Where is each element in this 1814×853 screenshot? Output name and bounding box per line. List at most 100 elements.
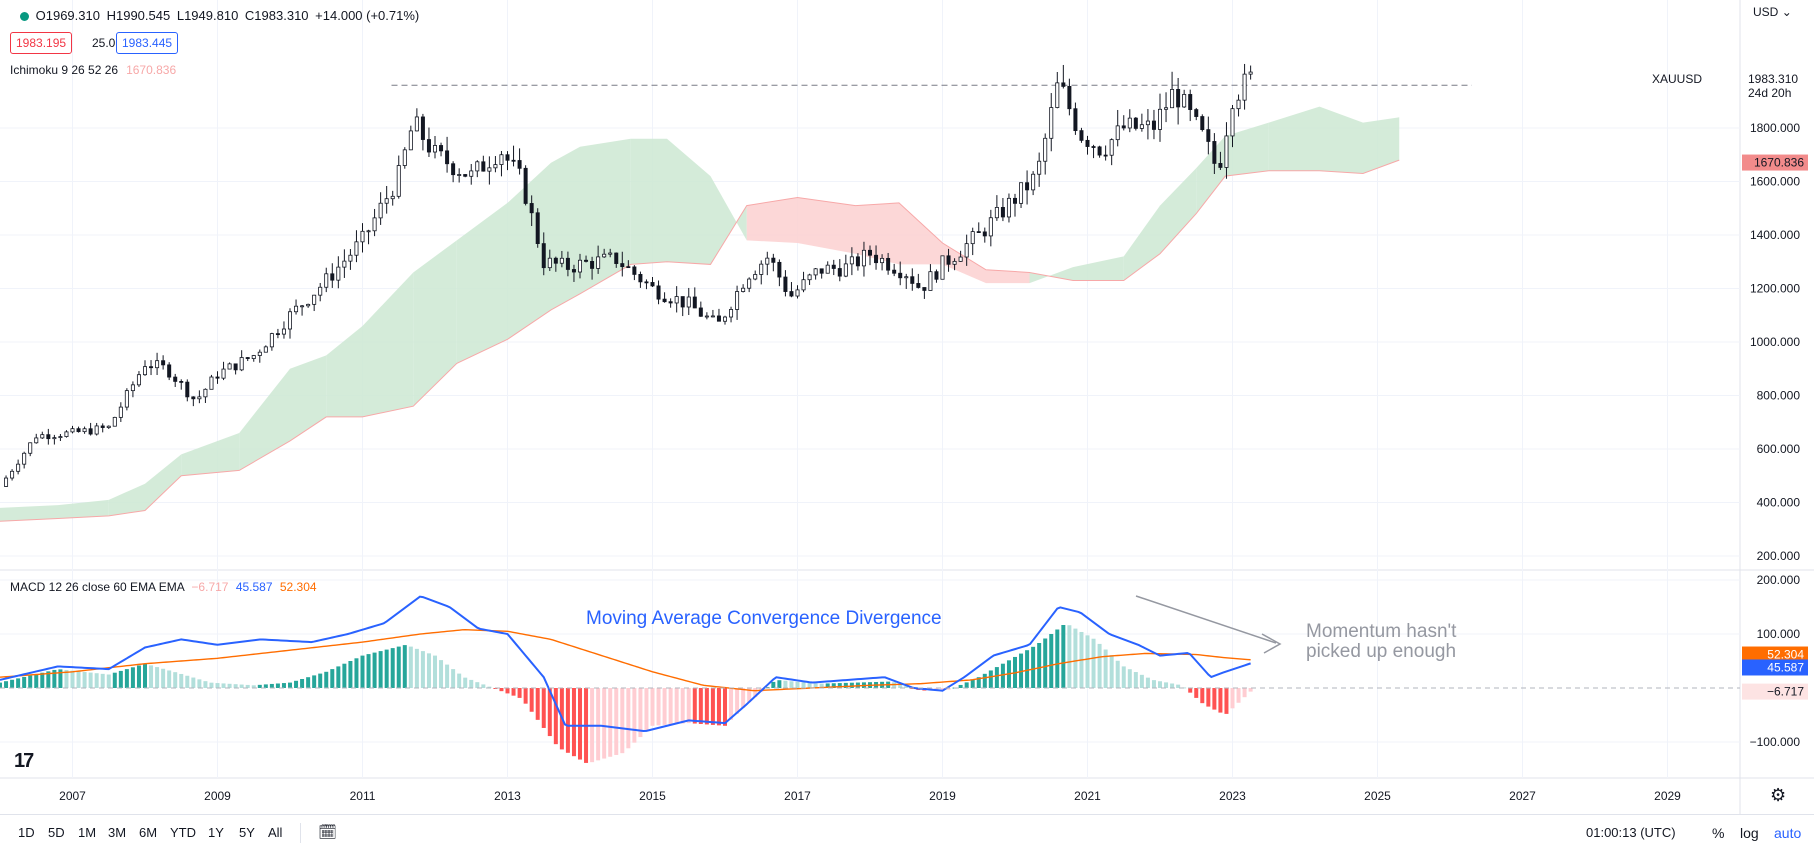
histogram-bar	[698, 688, 703, 724]
histogram-bar	[88, 672, 93, 688]
histogram-bar	[1000, 663, 1005, 688]
histogram-bar	[245, 684, 250, 688]
macd-legend[interactable]: MACD 12 26 close 60 EMA EMA −6.717 45.58…	[10, 580, 317, 594]
histogram-bar	[10, 679, 15, 688]
histogram-bar	[523, 688, 528, 704]
currency-selector[interactable]: USD ⌄	[1753, 5, 1792, 19]
candle-body	[952, 260, 957, 265]
candle-body	[64, 431, 69, 437]
calendar-icon[interactable]: 🗓	[318, 824, 338, 841]
histogram-bar	[209, 682, 214, 688]
price-tick-label: 800.000	[1757, 389, 1801, 403]
histogram-bar	[964, 682, 969, 688]
candle-body	[686, 296, 691, 308]
range-button-1y[interactable]: 1Y	[208, 825, 224, 840]
percent-toggle[interactable]: %	[1712, 825, 1725, 841]
candle-body	[874, 254, 879, 264]
range-button-5y[interactable]: 5Y	[239, 825, 255, 840]
histogram-bar	[898, 684, 903, 688]
candle-body	[1127, 117, 1132, 129]
candle-body	[1133, 117, 1138, 129]
candle-body	[245, 357, 250, 359]
candle-body	[813, 268, 818, 276]
candle-body	[306, 303, 311, 307]
histogram-bar	[946, 688, 951, 690]
histogram-bar	[1230, 688, 1235, 709]
cloud-segment	[855, 202, 899, 265]
candle-body	[710, 315, 715, 318]
candle-body	[378, 202, 383, 219]
candle-body	[46, 434, 51, 440]
histogram-bar	[849, 682, 854, 688]
candle-body	[469, 170, 474, 177]
range-button-ytd[interactable]: YTD	[170, 825, 196, 840]
histogram-bar	[173, 672, 178, 688]
tradingview-logo-icon[interactable]: 17	[14, 750, 34, 772]
candle-body	[596, 256, 601, 269]
candle-body	[1182, 94, 1187, 108]
macd-tag-label: 45.587	[1767, 660, 1804, 674]
candle-body	[408, 130, 413, 151]
candle-body	[614, 252, 619, 264]
range-button-5d[interactable]: 5D	[48, 825, 65, 840]
histogram-bar	[414, 648, 419, 688]
auto-toggle[interactable]: auto	[1774, 825, 1802, 841]
candle-body	[964, 243, 969, 258]
candle-body	[1085, 139, 1090, 147]
histogram-bar	[275, 683, 280, 688]
histogram-bar	[1164, 682, 1169, 688]
candle-body	[940, 255, 945, 280]
range-button-3m[interactable]: 3M	[108, 825, 127, 840]
candle-body	[70, 428, 75, 433]
range-button-6m[interactable]: 6M	[139, 825, 158, 840]
histogram-bar	[1073, 628, 1078, 688]
momentum-annotation: Momentum hasn't picked up enough	[1306, 622, 1456, 662]
histogram-bar	[76, 671, 81, 688]
clock-display[interactable]: 01:00:13 (UTC)	[1586, 825, 1676, 840]
macd-tick-label: 100.000	[1757, 627, 1801, 641]
range-button-all[interactable]: All	[268, 825, 283, 840]
candle-body	[130, 384, 135, 392]
chevron-down-icon: ⌄	[1781, 5, 1792, 19]
range-button-1d[interactable]: 1D	[18, 825, 35, 840]
candle-body	[149, 366, 154, 369]
histogram-bar	[783, 680, 788, 688]
histogram-bar	[1061, 625, 1066, 688]
candle-body	[1236, 99, 1241, 110]
candle-body	[602, 253, 607, 258]
price-tick-label: 1000.000	[1750, 335, 1800, 349]
histogram-bar	[596, 688, 601, 761]
histogram-bar	[541, 688, 546, 728]
histogram-bar	[306, 677, 311, 688]
histogram-bar	[360, 655, 365, 688]
gear-icon[interactable]: ⚙	[1770, 785, 1787, 805]
range-button-1m[interactable]: 1M	[78, 825, 97, 840]
macd-signal-value: 52.304	[279, 580, 317, 594]
histogram-bar	[378, 651, 383, 688]
histogram-bar	[1085, 635, 1090, 688]
histogram-bar	[354, 658, 359, 688]
candle-body	[1248, 71, 1253, 75]
log-toggle[interactable]: log	[1740, 825, 1759, 841]
histogram-bar	[130, 667, 135, 688]
candle-body	[414, 116, 419, 132]
histogram-bar	[1091, 638, 1096, 688]
candle-body	[626, 266, 631, 269]
candle-body	[880, 257, 885, 264]
histogram-bar	[294, 680, 299, 688]
candle-body	[275, 333, 280, 336]
histogram-bar	[136, 665, 141, 688]
ichimoku-legend[interactable]: Ichimoku 9 26 52 26 1670.836	[10, 63, 176, 77]
histogram-bar	[112, 672, 117, 688]
histogram-bar	[1200, 688, 1205, 704]
histogram-bar	[1188, 688, 1193, 693]
candle-body	[1170, 89, 1175, 109]
histogram-bar	[831, 683, 836, 688]
candle-body	[1006, 197, 1011, 218]
histogram-bar	[517, 688, 522, 698]
sell-price-button[interactable]: 1983.195	[10, 32, 73, 54]
histogram-bar	[324, 671, 329, 688]
buy-price-button[interactable]: 1983.445	[116, 32, 179, 54]
histogram-bar	[680, 688, 685, 724]
